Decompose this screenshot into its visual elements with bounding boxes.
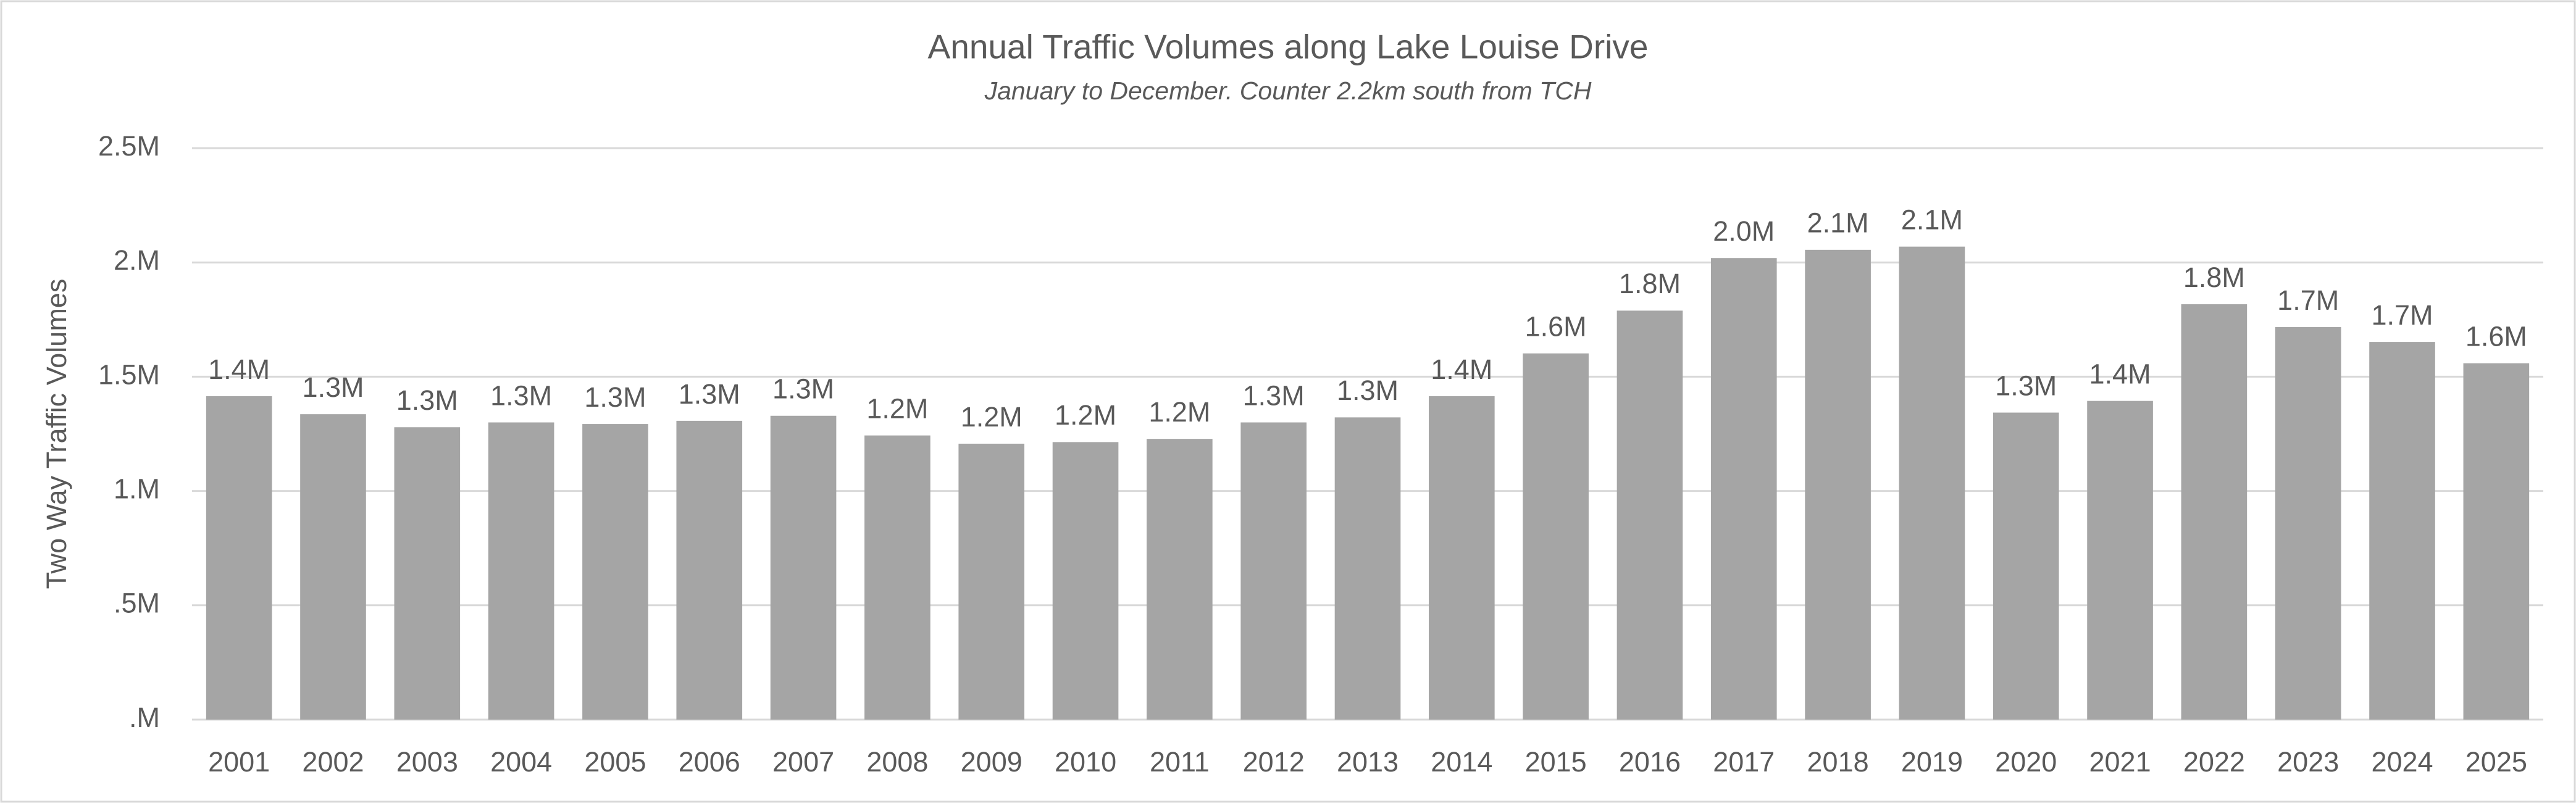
bar (300, 414, 366, 720)
y-tick-label: 2.M (114, 244, 160, 276)
data-label: 1.4M (208, 354, 270, 385)
x-tick-label: 2021 (2089, 746, 2151, 778)
data-label: 1.3M (584, 381, 646, 413)
bar (488, 422, 554, 720)
x-tick-label: 2023 (2277, 746, 2339, 778)
x-tick-label: 2004 (490, 746, 552, 778)
data-label: 1.4M (1431, 354, 1492, 385)
bar (2275, 327, 2341, 720)
bar (394, 427, 461, 720)
data-label: 1.7M (2371, 299, 2433, 331)
x-tick-label: 2006 (679, 746, 740, 778)
x-tick-label: 2005 (584, 746, 646, 778)
data-label: 1.8M (1619, 268, 1681, 299)
x-tick-label: 2016 (1619, 746, 1681, 778)
x-tick-label: 2020 (1995, 746, 2057, 778)
data-label: 1.3M (1337, 375, 1399, 406)
data-label: 2.1M (1807, 207, 1869, 239)
x-tick-label: 2018 (1807, 746, 1869, 778)
data-label: 1.3M (772, 373, 834, 405)
data-label: 1.2M (866, 393, 928, 424)
bar (2463, 363, 2530, 720)
data-label: 1.3M (396, 384, 458, 416)
bar (1052, 442, 1119, 720)
data-label: 1.8M (2183, 262, 2245, 293)
y-tick-label: .5M (114, 588, 160, 619)
x-tick-label: 2007 (772, 746, 834, 778)
bar (2369, 342, 2435, 720)
bar (1240, 422, 1307, 720)
data-label: 1.3M (1995, 370, 2057, 401)
data-label: 1.2M (961, 401, 1022, 433)
bar (206, 396, 272, 720)
bar (1616, 310, 1683, 720)
bar (2181, 304, 2248, 720)
bar (770, 415, 837, 720)
bar (1899, 246, 1965, 720)
x-tick-label: 2024 (2371, 746, 2433, 778)
x-tick-label: 2019 (1901, 746, 1963, 778)
bar (1147, 439, 1213, 720)
bar (582, 424, 648, 720)
x-tick-label: 2003 (396, 746, 458, 778)
x-tick-label: 2014 (1431, 746, 1492, 778)
x-tick-label: 2011 (1150, 746, 1210, 778)
bar (676, 420, 743, 720)
bar (1805, 249, 1871, 720)
x-tick-label: 2010 (1055, 746, 1116, 778)
bar (864, 435, 930, 720)
bar (1523, 353, 1589, 720)
data-label: 2.1M (1901, 204, 1963, 236)
data-label: 2.0M (1713, 215, 1775, 247)
x-tick-label: 2013 (1337, 746, 1399, 778)
data-label: 1.7M (2277, 285, 2339, 316)
x-tick-label: 2025 (2465, 746, 2527, 778)
data-label: 1.3M (1243, 380, 1305, 411)
bar (1429, 396, 1495, 720)
data-label: 1.2M (1055, 399, 1116, 431)
data-label: 1.2M (1148, 396, 1210, 428)
data-label: 1.3M (679, 378, 740, 410)
y-tick-label: .M (129, 702, 160, 733)
chart-title: Annual Traffic Volumes along Lake Louise… (928, 28, 1649, 66)
data-label: 1.4M (2089, 359, 2151, 390)
x-tick-label: 2012 (1243, 746, 1305, 778)
y-tick-label: 2.5M (98, 130, 160, 162)
bar (1710, 258, 1777, 720)
data-label: 1.6M (1525, 311, 1587, 343)
data-label: 1.6M (2465, 320, 2527, 352)
x-tick-label: 2009 (961, 746, 1022, 778)
data-label: 1.3M (302, 372, 364, 403)
y-tick-label: 1.5M (98, 359, 160, 390)
x-tick-label: 2015 (1525, 746, 1587, 778)
y-tick-label: 1.M (114, 473, 160, 504)
x-tick-label: 2008 (866, 746, 928, 778)
bar (1334, 417, 1401, 720)
y-axis-title: Two Way Traffic Volumes (41, 279, 72, 589)
x-tick-label: 2017 (1713, 746, 1775, 778)
x-tick-label: 2001 (208, 746, 270, 778)
chart-subtitle: January to December. Counter 2.2km south… (984, 77, 1592, 105)
bar (958, 443, 1025, 720)
x-tick-label: 2002 (302, 746, 364, 778)
x-tick-label: 2022 (2183, 746, 2245, 778)
data-label: 1.3M (490, 380, 552, 411)
bar (2087, 401, 2153, 720)
bar (1993, 412, 2059, 720)
